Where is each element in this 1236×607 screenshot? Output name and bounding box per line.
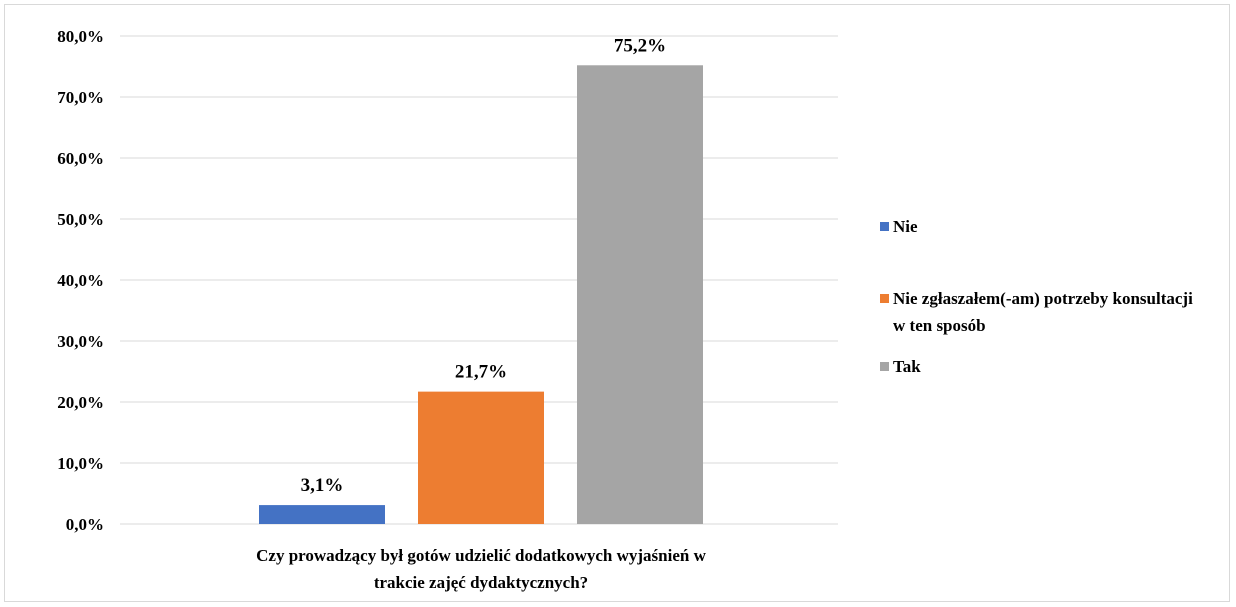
legend-label-tak: Tak [893, 357, 921, 376]
y-tick-label: 20,0% [57, 393, 104, 412]
y-tick-label: 10,0% [57, 454, 104, 473]
legend-item-tak: Tak [880, 353, 1223, 380]
y-tick-label: 40,0% [57, 271, 104, 290]
bar-1 [259, 505, 385, 524]
x-axis-label-line-1: Czy prowadzący był gotów udzielić dodatk… [256, 546, 706, 565]
y-tick-label: 80,0% [57, 27, 104, 46]
legend-swatch-nie-zglaszalem [880, 294, 889, 303]
bar-2 [418, 391, 544, 524]
y-tick-label: 60,0% [57, 149, 104, 168]
data-label-3: 75,2% [614, 35, 666, 56]
data-label-2: 21,7% [455, 362, 507, 383]
data-label-1: 3,1% [301, 475, 344, 496]
legend-swatch-nie [880, 222, 889, 231]
y-tick-label: 30,0% [57, 332, 104, 351]
y-axis-tick-labels: 0,0% 10,0% 20,0% 30,0% 40,0% 50,0% 60,0% 70,0% 8… [57, 27, 104, 534]
legend-label-nie: Nie [893, 217, 918, 236]
legend-item-nie-zglaszalem: Nie zgłaszałem(-am) potrzeby konsultacji… [880, 285, 1193, 339]
y-tick-label: 0,0% [66, 515, 104, 534]
y-tick-label: 50,0% [57, 210, 104, 229]
legend-label-nie-zglaszalem: Nie zgłaszałem(-am) potrzeby konsultacji… [893, 289, 1193, 335]
bar-3 [577, 65, 703, 524]
legend-item-nie: Nie [880, 213, 1223, 240]
legend-swatch-tak [880, 362, 889, 371]
x-axis-label-line-2: trakcie zajęć dydaktycznych? [374, 573, 588, 592]
y-tick-label: 70,0% [57, 88, 104, 107]
data-labels: 3,1% 21,7% 75,2% [301, 35, 667, 496]
bars [259, 65, 703, 524]
gridlines [120, 35, 838, 525]
